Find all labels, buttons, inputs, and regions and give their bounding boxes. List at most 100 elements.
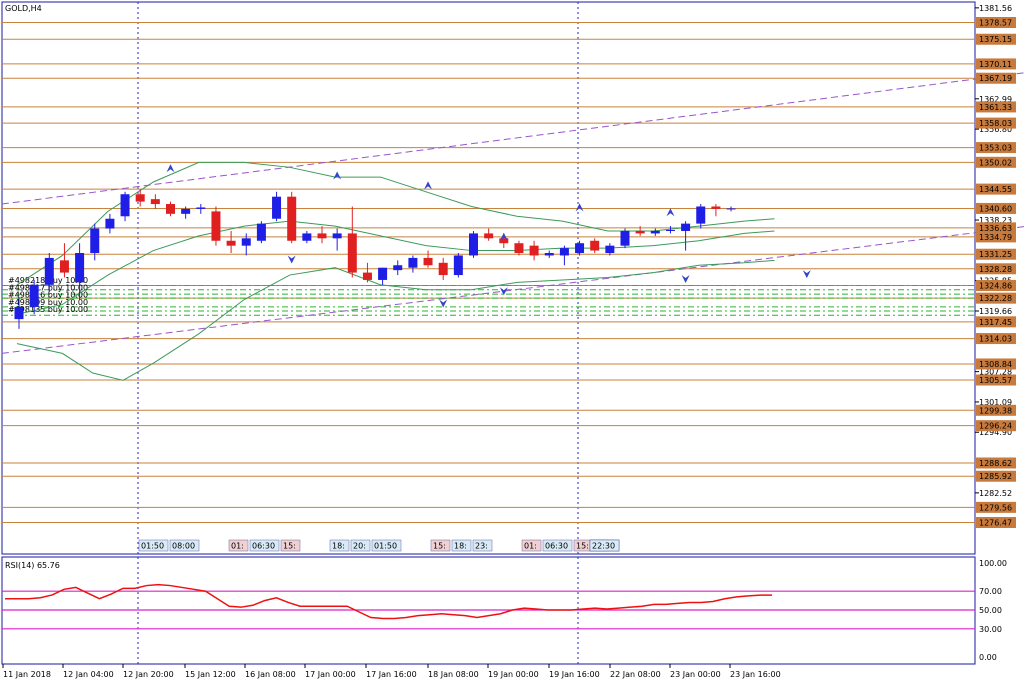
level-price-label: 1279.56	[979, 503, 1012, 512]
level-price-tag	[976, 72, 1016, 84]
candle-body	[726, 208, 736, 210]
bollinger-mid-line	[16, 220, 775, 315]
session-tag-label: 22:30	[592, 542, 615, 551]
order-text: #498199 buy 10.00	[8, 298, 88, 307]
candle-body	[256, 223, 266, 241]
session-tag	[472, 539, 493, 552]
candle-body	[423, 257, 433, 266]
session-tag	[521, 539, 542, 552]
time-axis-label: 23 Jan 00:00	[670, 670, 721, 679]
time-axis-label: 22 Jan 08:00	[610, 670, 661, 679]
level-price-label: 1276.47	[979, 519, 1012, 528]
level-price-tag	[976, 248, 1016, 260]
session-tag-label: 18:	[332, 542, 345, 551]
session-tag	[169, 539, 200, 552]
main-plot-frame	[1, 1, 976, 555]
candle-body	[59, 260, 69, 273]
rsi-panel: 100.00 70.00 50.00 30.00 0.00	[2, 559, 1007, 662]
fractal-up-marker	[166, 164, 175, 173]
level-price-label: 1334.79	[979, 233, 1012, 242]
level-price-label: 1288.62	[979, 459, 1012, 468]
candles	[14, 189, 736, 329]
trend-line	[1, 226, 1024, 354]
session-tag-label: 01:50	[374, 542, 397, 551]
candle-body	[181, 208, 191, 214]
time-axis-label: 19 Jan 16:00	[549, 670, 600, 679]
session-tag-label: 01:	[524, 542, 537, 551]
candle-body	[529, 245, 539, 256]
trend-line	[1, 72, 1024, 205]
candle-body	[453, 255, 463, 276]
level-price-label: 1350.02	[979, 158, 1012, 167]
candle-body	[75, 253, 85, 283]
time-axis-label: 16 Jan 08:00	[245, 670, 296, 679]
level-price-label: 1378.57	[979, 19, 1012, 28]
level-price-tag	[976, 374, 1016, 386]
symbol-label: GOLD,H4	[5, 4, 42, 13]
time-axis-label: 18 Jan 08:00	[428, 670, 479, 679]
trend-lines	[1, 72, 1024, 354]
candle-body	[378, 267, 388, 280]
session-tag-label: 08:00	[172, 542, 195, 551]
session-tag-label: 23:	[475, 542, 488, 551]
time-axis-label: 19 Jan 00:00	[488, 670, 539, 679]
session-tag	[430, 539, 451, 552]
level-price-label: 1285.92	[979, 472, 1012, 481]
candle-body	[135, 194, 145, 202]
candle-body	[408, 257, 418, 268]
fractal-down-marker	[499, 287, 508, 296]
price-axis-label: 1338.23	[979, 216, 1012, 225]
session-tag	[138, 539, 169, 552]
order-text: #498135 buy 10.00	[8, 305, 88, 314]
fractal-down-marker	[802, 270, 811, 279]
price-axis-label: 1356.80	[979, 125, 1012, 134]
level-price-tag	[976, 292, 1016, 304]
fractal-down-marker	[439, 299, 448, 308]
rsi-axis-label: 50.00	[979, 606, 1002, 615]
level-price-tag	[976, 101, 1016, 113]
level-price-label: 1353.03	[979, 144, 1012, 153]
candle-body	[362, 272, 372, 280]
level-price-tag	[976, 142, 1016, 154]
candle-body	[317, 233, 327, 239]
candle-body	[620, 230, 630, 246]
level-price-label: 1314.03	[979, 335, 1012, 344]
session-tag	[451, 539, 472, 552]
level-price-tag	[976, 517, 1016, 528]
candle-body	[544, 253, 554, 256]
level-price-label: 1358.03	[979, 119, 1012, 128]
candle-body	[105, 218, 115, 229]
order-text: #498216 buy 10.00	[8, 291, 88, 300]
order-text: #498217 buy 10.00	[8, 283, 88, 292]
candle-body	[347, 233, 357, 273]
level-price-tag	[976, 202, 1016, 214]
candle-body	[166, 204, 175, 214]
level-price-label: 1375.15	[979, 35, 1012, 44]
grid-layer	[1, 1, 976, 665]
price-axis-label: 1282.52	[979, 489, 1012, 498]
rsi-label: RSI(14) 65.76	[5, 561, 60, 570]
level-price-label: 1336.63	[979, 224, 1012, 233]
candle-body	[711, 206, 721, 209]
horizontal-levels	[2, 22, 975, 523]
session-tag	[350, 539, 371, 552]
bollinger-bands	[16, 161, 775, 381]
time-axis: 11 Jan 2018 12 Jan 04:00 12 Jan 20:00 15 Ja…	[2, 664, 781, 679]
fractal-down-marker	[287, 255, 296, 264]
level-price-label: 1308.84	[979, 360, 1012, 369]
bollinger-lower-line	[16, 259, 775, 381]
bollinger-upper-line	[16, 161, 775, 286]
candle-body	[211, 211, 221, 241]
session-tag	[280, 539, 301, 552]
rsi-axis-label: 0.00	[979, 653, 997, 662]
price-axis-label: 1319.66	[979, 307, 1012, 316]
price-axis-label: 1301.09	[979, 398, 1012, 407]
rsi-axis-label: 30.00	[979, 625, 1002, 634]
session-tag-label: 15:	[576, 542, 589, 551]
level-price-tag	[976, 156, 1016, 168]
candle-body	[499, 238, 509, 244]
level-price-tag	[976, 358, 1016, 370]
level-price-label: 1361.33	[979, 103, 1012, 112]
candle-body	[665, 229, 675, 231]
